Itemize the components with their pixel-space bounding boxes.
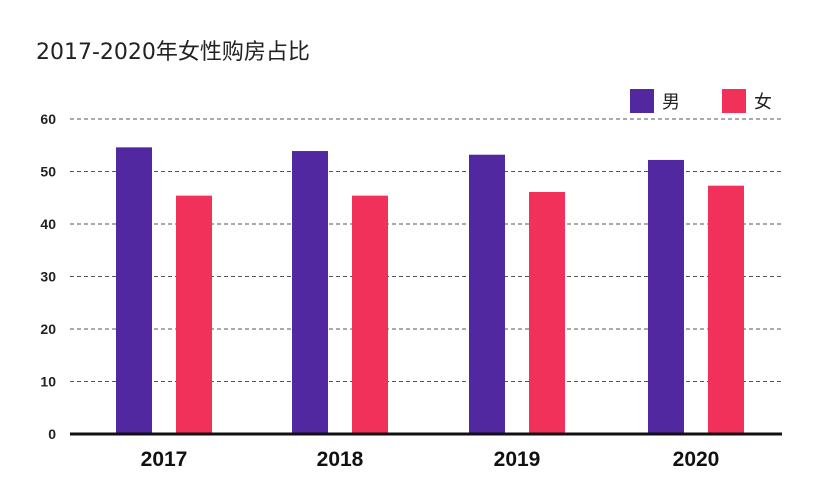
y-tick-label: 30 [40,269,56,285]
x-axis-labels: 2017 2018 2019 2020 [141,448,720,471]
bar [708,185,744,434]
y-tick-label: 40 [40,216,56,232]
y-tick-label: 10 [40,374,56,390]
legend-swatch [722,89,746,113]
chart-title: 2017-2020年女性购房占比 [36,40,310,65]
x-tick-label: 2017 [141,448,188,471]
y-tick-label: 50 [40,164,56,180]
y-axis-ticks: 0 10 20 30 40 50 60 [40,111,56,442]
bar [292,151,328,434]
x-tick-label: 2019 [494,448,541,471]
y-tick-label: 60 [40,111,56,127]
x-tick-label: 2020 [673,448,720,471]
bar [469,154,505,434]
legend-swatch [630,89,654,113]
bar [116,147,152,434]
bar [352,195,388,434]
bars [116,147,744,434]
legend-label: 男 [662,92,680,113]
bar [176,195,212,434]
x-tick-label: 2018 [317,448,364,471]
bar [529,191,565,434]
legend: 男女 [630,89,772,113]
y-tick-label: 0 [48,426,56,442]
y-tick-label: 20 [40,321,56,337]
bar [648,159,684,434]
legend-label: 女 [754,92,772,113]
